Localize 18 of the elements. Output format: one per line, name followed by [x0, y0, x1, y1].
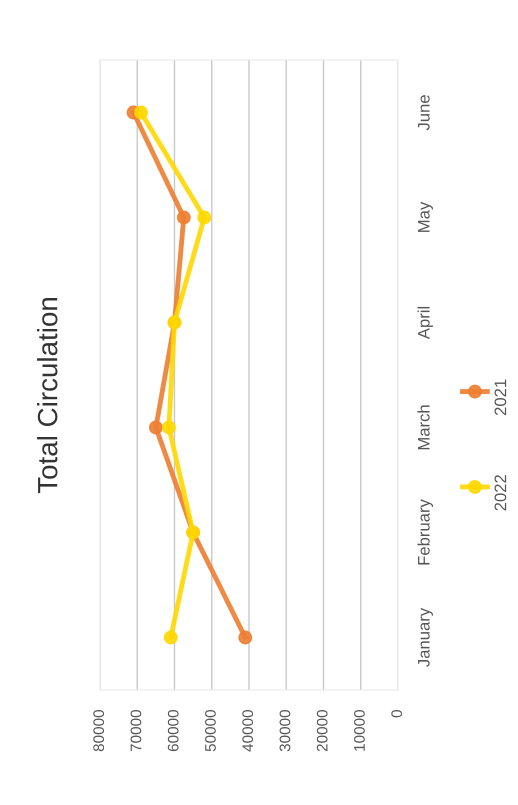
y-tick-label: February [417, 499, 433, 564]
y-tick-label: May [418, 202, 433, 232]
x-tick-label: 70000 [130, 710, 142, 752]
x-tick-label: 50000 [205, 710, 216, 752]
y-tick-label: April [417, 306, 433, 340]
y-tick-label: March [417, 405, 430, 450]
x-tick-label: 10000 [354, 710, 365, 751]
text: Total Circulation [37, 298, 58, 494]
x-tick-label: 20000 [316, 710, 328, 752]
x-tick-label: 40000 [242, 710, 254, 752]
x-tick-label: 0 [391, 710, 402, 718]
y-tick-label: January [418, 608, 433, 667]
y-tick-label: June [418, 95, 430, 130]
legend-label: 2021 [494, 380, 506, 416]
legend-label: 2022 [494, 475, 506, 510]
x-tick-label: 60000 [168, 710, 179, 752]
x-tick-label: 80000 [93, 710, 104, 752]
x-tick-label: 30000 [280, 710, 290, 752]
